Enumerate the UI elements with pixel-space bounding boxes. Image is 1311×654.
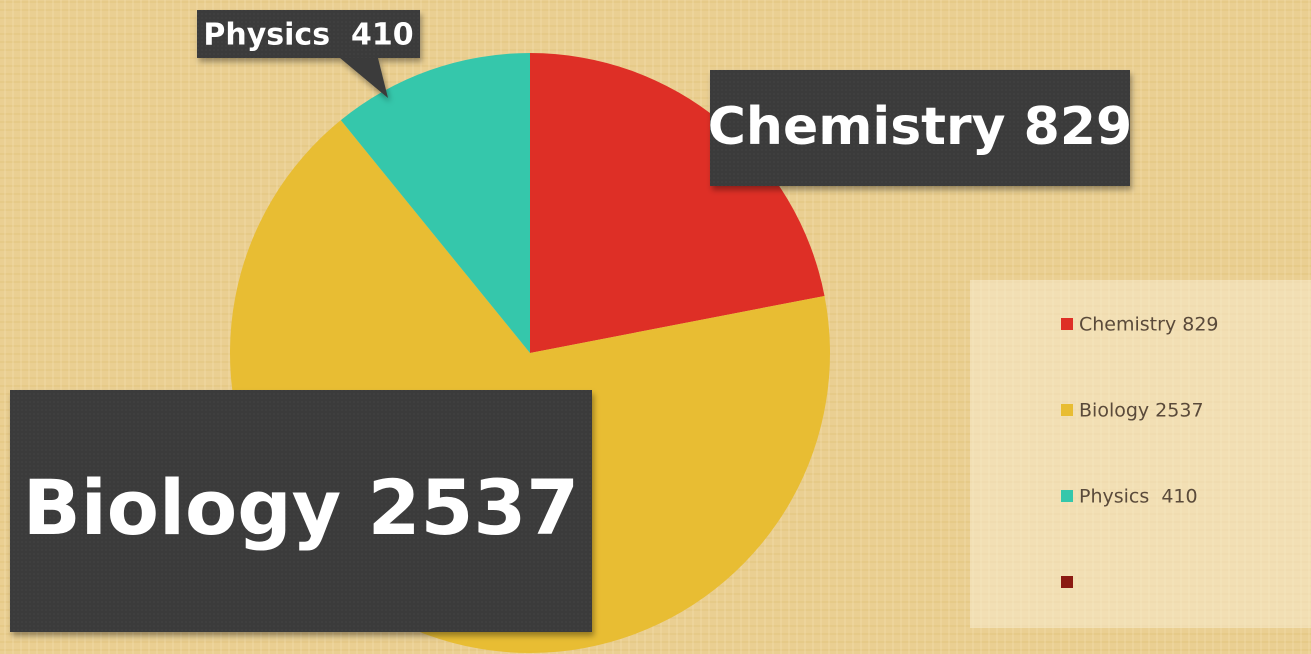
legend-swatch <box>1061 576 1073 588</box>
legend-box <box>970 280 1311 628</box>
pie-slice <box>340 53 530 353</box>
label-box <box>197 10 420 58</box>
legend-swatch <box>1061 318 1073 330</box>
label-box <box>710 70 1130 186</box>
data-label-text: Chemistry 829 <box>708 97 1132 157</box>
legend-label: Physics 410 <box>1079 486 1198 508</box>
label-pointer <box>340 58 388 98</box>
data-label: Biology 2537 <box>10 390 592 632</box>
legend-swatch <box>1061 490 1073 502</box>
pie-slice <box>530 53 825 353</box>
label-box <box>10 390 592 632</box>
legend-swatch <box>1061 404 1073 416</box>
data-label: Chemistry 829 <box>708 70 1132 186</box>
data-label-text: Biology 2537 <box>23 463 579 552</box>
legend-label: Biology 2537 <box>1079 400 1204 422</box>
data-label-text: Physics 410 <box>203 18 413 53</box>
data-label: Physics 410 <box>197 10 420 98</box>
legend-label: Chemistry 829 <box>1079 314 1219 336</box>
